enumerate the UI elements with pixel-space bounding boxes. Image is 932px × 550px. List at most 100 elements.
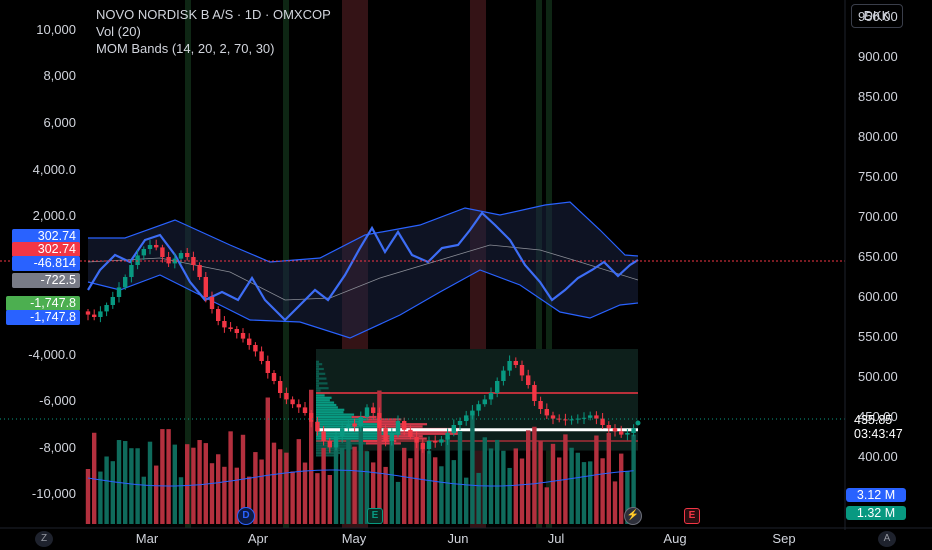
- volume-profile-bar: [316, 451, 344, 455]
- candle-body: [507, 361, 512, 371]
- volume-bar: [544, 487, 549, 524]
- price-tick-label: 600.00: [858, 289, 898, 304]
- volume-profile-bar: [316, 363, 323, 366]
- candle-body: [160, 247, 165, 257]
- volume-bar: [532, 426, 537, 524]
- volume-bar: [445, 437, 450, 524]
- candle-body: [625, 433, 630, 435]
- mom-indicator-line[interactable]: MOM Bands (14, 20, 2, 70, 30): [96, 41, 275, 56]
- volume-bar: [519, 458, 525, 524]
- volume-profile-bar: [316, 420, 364, 423]
- vol-indicator-line[interactable]: Vol (20): [96, 24, 141, 39]
- indicator-value-tag: -1,747.8: [6, 296, 80, 311]
- candle-body: [358, 417, 363, 427]
- candle-body: [110, 297, 115, 305]
- candle-body: [234, 329, 239, 333]
- candle-body: [544, 409, 549, 416]
- mom-basis-line: [87, 244, 639, 301]
- candle-body: [594, 415, 599, 419]
- volume-profile-bar: [316, 382, 328, 385]
- volume-bar: [457, 431, 463, 524]
- dividend-marker[interactable]: D: [237, 507, 255, 525]
- candle-body: [228, 327, 233, 329]
- volume-bar: [296, 439, 301, 524]
- earnings-marker[interactable]: E: [367, 508, 383, 524]
- volume-profile-bar: [316, 413, 355, 416]
- volume-bar: [594, 435, 599, 524]
- symbol-line[interactable]: NOVO NORDISK B A/S · 1D · OMXCOP: [96, 7, 331, 22]
- candle-body: [309, 413, 314, 422]
- volume-bar: [259, 459, 264, 524]
- price-tick-label: 900.00: [858, 49, 898, 64]
- volume-profile-bar: [316, 377, 327, 380]
- mom-lower-band: [87, 269, 639, 339]
- earnings-upcoming-marker[interactable]: E: [684, 508, 700, 524]
- volume-bar: [631, 434, 636, 524]
- volume-bar: [625, 471, 630, 524]
- volume-bar: [166, 429, 171, 524]
- volume-bar: [346, 439, 351, 524]
- volume-profile-bar: [316, 375, 319, 378]
- volume-bar: [327, 474, 332, 524]
- candle-body: [550, 415, 556, 419]
- price-tick-label: 800.00: [858, 129, 898, 144]
- candle-body: [271, 373, 277, 381]
- candle-body: [439, 439, 444, 443]
- volume-profile-bar: [316, 360, 319, 363]
- volume-profile-bar: [316, 454, 339, 457]
- lightning-icon[interactable]: ⚡: [624, 507, 642, 525]
- candle-body: [420, 442, 425, 449]
- volume-profile-bar-red: [400, 432, 460, 435]
- volume-bar: [439, 466, 444, 524]
- volume-bar: [265, 397, 270, 524]
- candle-body: [104, 305, 109, 312]
- volume-profile-bar-red: [365, 442, 401, 445]
- volume-bar: [203, 443, 208, 524]
- candle-body: [414, 437, 419, 443]
- volume-bar: [185, 444, 190, 524]
- candle-body: [333, 437, 339, 448]
- volume-profile-bar-red: [378, 425, 423, 428]
- volume-bar: [333, 440, 339, 524]
- left-tick-label: -10,000: [31, 486, 76, 501]
- volume-bar: [606, 432, 611, 524]
- price-tick-label: 750.00: [858, 169, 898, 184]
- mom-band-fill: [88, 202, 638, 338]
- volume-bar: [408, 458, 413, 524]
- volume-bar: [147, 441, 153, 524]
- candle-body: [185, 253, 190, 257]
- candle-body: [166, 257, 171, 264]
- volume-profile-bar: [316, 384, 319, 387]
- candle-body: [457, 421, 463, 425]
- candle-body: [203, 277, 208, 297]
- candle-body: [315, 421, 320, 432]
- volume-bar: [98, 471, 103, 524]
- price-tick-label: 700.00: [858, 209, 898, 224]
- volume-bar: [402, 447, 407, 524]
- volume-bar: [600, 458, 605, 524]
- volume-bar: [538, 440, 543, 524]
- last-price-value: 435.85: [854, 413, 893, 427]
- volume-profile-bar-red: [381, 437, 427, 440]
- volume-bar: [575, 452, 580, 524]
- volume-bar: [550, 443, 556, 524]
- volume-bar: [92, 432, 97, 524]
- auto-scale-button[interactable]: A: [878, 531, 896, 547]
- left-tick-label: 10,000: [36, 22, 76, 37]
- volume-profile-bar-red: [378, 435, 423, 438]
- volume-profile-bar: [316, 432, 401, 435]
- candle-body: [209, 297, 215, 309]
- volume-bar: [228, 431, 233, 524]
- candle-body: [389, 433, 394, 441]
- left-tick-label: 4,000.0: [32, 162, 76, 177]
- volume-bar: [302, 462, 308, 524]
- volume-bar: [178, 477, 184, 524]
- candle-body: [476, 404, 481, 411]
- currency-button[interactable]: DKK: [851, 4, 903, 28]
- volume-bar: [123, 441, 128, 524]
- candle-body: [581, 417, 587, 419]
- zoom-toggle-button[interactable]: Z: [35, 531, 53, 547]
- candle-body: [154, 245, 159, 248]
- volume-bar: [476, 472, 481, 524]
